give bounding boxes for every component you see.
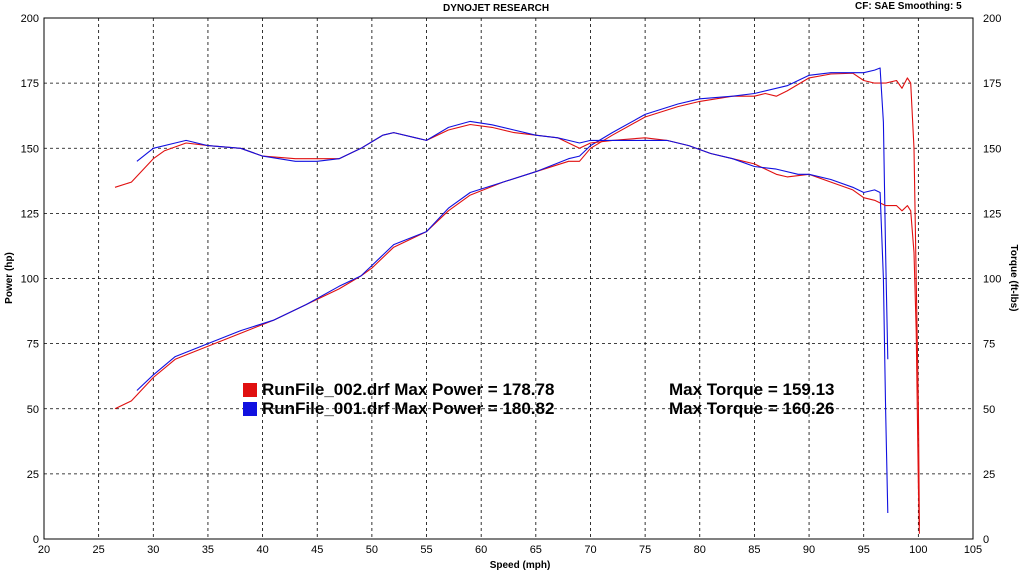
- y-tick-label-left: 75: [27, 339, 39, 351]
- y-tick-label-left: 0: [33, 534, 39, 546]
- y-tick-label-left: 100: [21, 274, 39, 286]
- x-tick-label: 95: [858, 544, 870, 556]
- x-tick-label: 60: [475, 544, 487, 556]
- x-tick-label: 85: [748, 544, 760, 556]
- x-axis-label: Speed (mph): [490, 560, 551, 571]
- series-line-power-red: [114, 72, 920, 527]
- y-tick-label-left: 25: [27, 469, 39, 481]
- y-tick-label-left: 150: [21, 143, 39, 155]
- y-tick-label-right: 0: [983, 534, 989, 546]
- x-tick-label: 50: [366, 544, 378, 556]
- x-tick-label: 75: [639, 544, 651, 556]
- legend-max-power: RunFile_002.drf Max Power = 178.78: [262, 380, 555, 399]
- legend-max-power: RunFile_001.drf Max Power = 180.82: [262, 399, 555, 418]
- y-tick-label-right: 200: [983, 13, 1001, 25]
- legend-swatch-blue: [243, 402, 257, 416]
- x-tick-label: 70: [584, 544, 596, 556]
- chart-title: DYNOJET RESEARCH: [443, 3, 550, 14]
- legend-max-torque: Max Torque = 159.13: [669, 380, 835, 399]
- x-tick-label: 65: [530, 544, 542, 556]
- series-line-power-blue: [136, 67, 889, 391]
- x-tick-label: 20: [38, 544, 50, 556]
- y-tick-label-right: 125: [983, 208, 1001, 220]
- y-axis-label-left: Power (hp): [4, 252, 15, 304]
- x-tick-label: 35: [202, 544, 214, 556]
- series-layer: [114, 67, 920, 534]
- y-tick-label-right: 25: [983, 469, 995, 481]
- legend-max-torque: Max Torque = 160.26: [669, 399, 835, 418]
- y-tick-label-left: 125: [21, 208, 39, 220]
- x-tick-label: 90: [803, 544, 815, 556]
- y-axis-label-right: Torque (ft-lbs): [1008, 244, 1019, 311]
- y-tick-label-right: 100: [983, 274, 1001, 286]
- x-tick-label: 100: [909, 544, 927, 556]
- series-line-torque-blue: [136, 120, 889, 514]
- y-tick-label-right: 75: [983, 339, 995, 351]
- series-line-torque-red: [114, 123, 920, 534]
- y-tick-label-left: 175: [21, 78, 39, 90]
- x-tick-label: 55: [420, 544, 432, 556]
- x-tick-label: 30: [147, 544, 159, 556]
- legend-swatch-red: [243, 383, 257, 397]
- y-tick-label-right: 50: [983, 404, 995, 416]
- plot-frame: [43, 17, 974, 540]
- y-tick-label-right: 150: [983, 143, 1001, 155]
- x-tick-label: 80: [694, 544, 706, 556]
- x-tick-label: 105: [964, 544, 982, 556]
- chart-grid: [44, 18, 973, 539]
- x-tick-label: 25: [93, 544, 105, 556]
- x-tick-label: 45: [311, 544, 323, 556]
- y-tick-label-left: 50: [27, 404, 39, 416]
- x-tick-label: 40: [256, 544, 268, 556]
- y-tick-label-right: 175: [983, 78, 1001, 90]
- cf-smoothing-label: CF: SAE Smoothing: 5: [855, 1, 962, 12]
- y-tick-label-left: 200: [21, 13, 39, 25]
